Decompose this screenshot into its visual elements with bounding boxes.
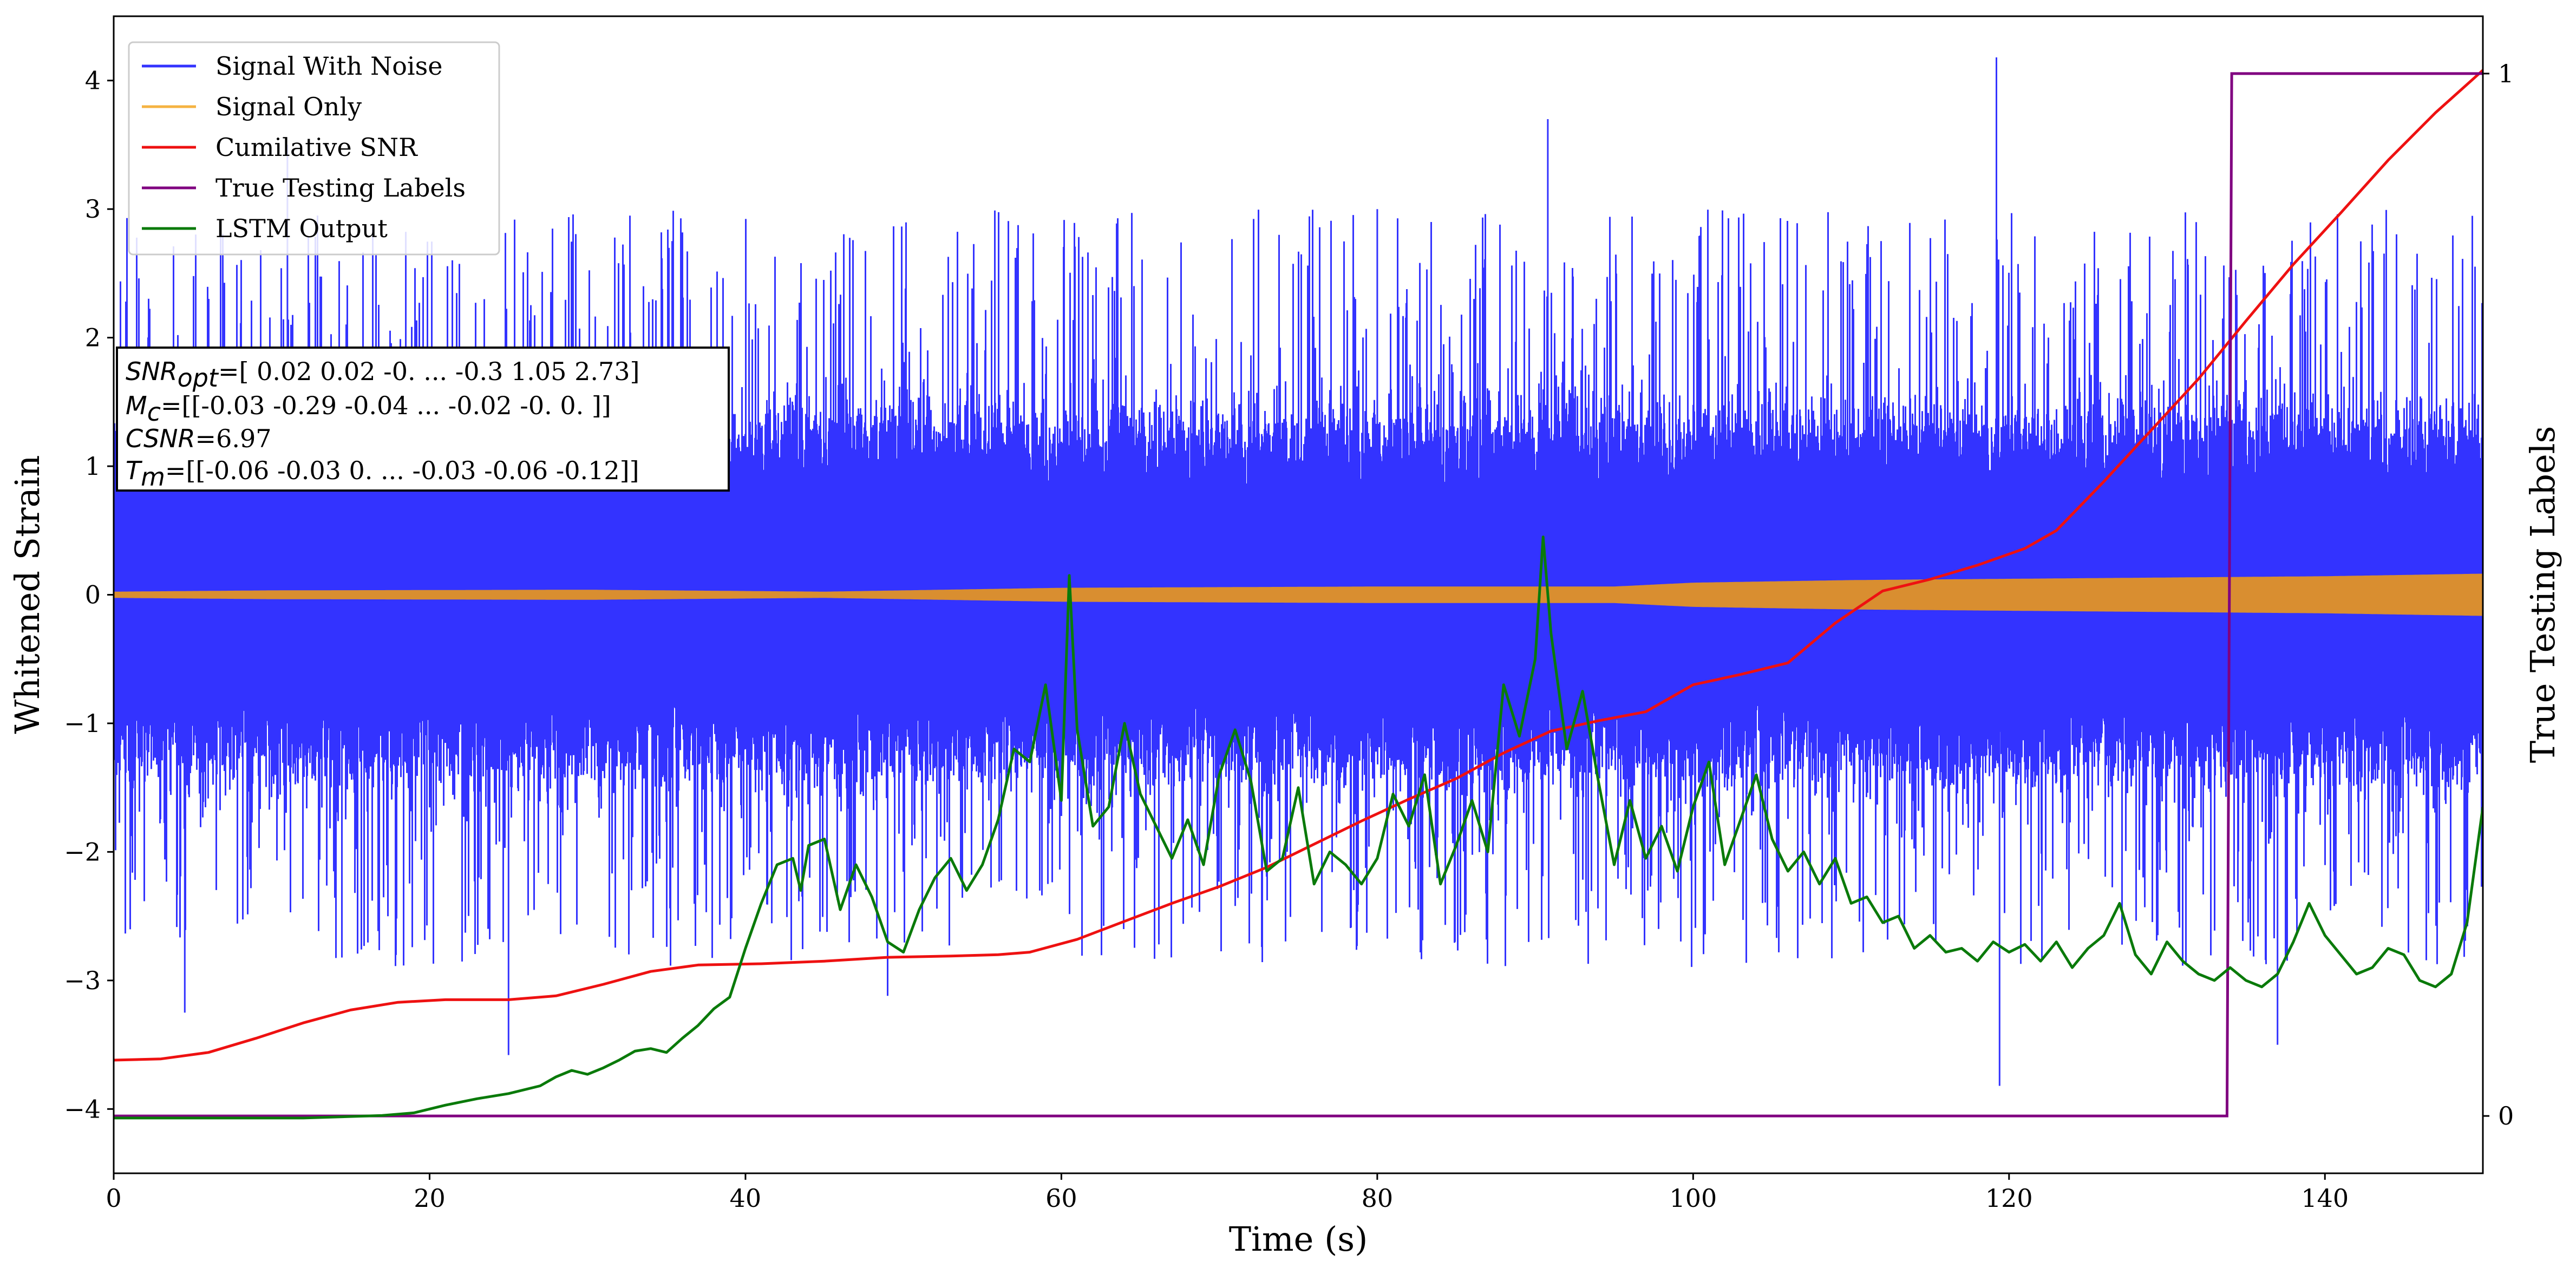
- info-mc-symbol: M: [126, 391, 147, 420]
- y-tick-label: 4: [85, 66, 101, 95]
- info-tm: Tm=[[-0.06 -0.03 0. ... -0.03 -0.06 -0.1…: [126, 456, 639, 492]
- legend-label-lstm-output: LSTM Output: [215, 214, 388, 243]
- x-tick-label: 80: [1362, 1184, 1394, 1213]
- y-tick-label: −3: [64, 966, 101, 995]
- y2-tick-label: 0: [2498, 1101, 2514, 1131]
- info-mc: Mc=[[-0.03 -0.29 -0.04 ... -0.02 -0. 0. …: [126, 391, 611, 427]
- info-mc-subscript: c: [147, 397, 161, 427]
- x-tick-label: 20: [414, 1184, 446, 1213]
- info-box: SNRopt=[ 0.02 0.02 -0. ... -0.3 1.05 2.7…: [116, 347, 730, 492]
- y-tick-label: 2: [85, 323, 101, 352]
- cumulative-snr-line: [114, 69, 2483, 1062]
- y-tick-label: 1: [85, 452, 101, 481]
- y-tick-label: −2: [64, 837, 101, 866]
- info-snr-opt-symbol: SNR: [126, 357, 178, 386]
- y-axis-title: Whitened Strain: [8, 455, 47, 734]
- info-snr-opt: SNRopt=[ 0.02 0.02 -0. ... -0.3 1.05 2.7…: [126, 357, 639, 393]
- x-tick-label: 100: [1669, 1184, 1717, 1213]
- info-snr-opt-value: =[ 0.02 0.02 -0. ... -0.3 1.05 2.73]: [218, 357, 639, 386]
- x-tick-label: 40: [730, 1184, 762, 1213]
- legend-label-cumulative-snr: Cumilative SNR: [215, 133, 418, 162]
- y-tick-label: −1: [64, 709, 101, 738]
- legend-label-signal-with-noise: Signal With Noise: [215, 51, 442, 81]
- y2-tick-label: 1: [2498, 59, 2514, 88]
- info-tm-value: =[[-0.06 -0.03 0. ... -0.03 -0.06 -0.12]…: [165, 456, 639, 485]
- true-labels-line: [114, 72, 2483, 1118]
- info-csnr-symbol: CSNR: [126, 424, 195, 453]
- legend-box: [128, 41, 500, 256]
- legend-label-signal-only: Signal Only: [215, 92, 362, 121]
- info-csnr: CSNR=6.97: [126, 424, 272, 453]
- x-tick-label: 140: [2301, 1184, 2349, 1213]
- x-tick-label: 60: [1045, 1184, 1077, 1213]
- info-snr-opt-subscript: opt: [178, 363, 219, 393]
- y-tick-label: −4: [64, 1094, 101, 1123]
- y-tick-label: 3: [85, 194, 101, 224]
- y2-axis-title: True Testing Labels: [2523, 426, 2562, 763]
- y-tick-label: 0: [85, 580, 101, 610]
- info-mc-value: =[[-0.03 -0.29 -0.04 ... -0.02 -0. 0. ]]: [161, 391, 611, 420]
- x-tick-label: 0: [106, 1184, 121, 1213]
- lstm-output-line: [114, 535, 2483, 1120]
- info-box-frame: [116, 347, 730, 492]
- legend: Signal With Noise Signal Only Cumilative…: [128, 41, 500, 256]
- x-axis-title: Time (s): [1229, 1219, 1368, 1259]
- info-tm-symbol: T: [126, 456, 143, 485]
- info-csnr-value: =6.97: [195, 424, 272, 453]
- info-tm-subscript: m: [141, 462, 165, 492]
- signal-only-line: [114, 573, 2483, 616]
- legend-label-true-labels: True Testing Labels: [215, 173, 466, 202]
- x-tick-label: 120: [1985, 1184, 2033, 1213]
